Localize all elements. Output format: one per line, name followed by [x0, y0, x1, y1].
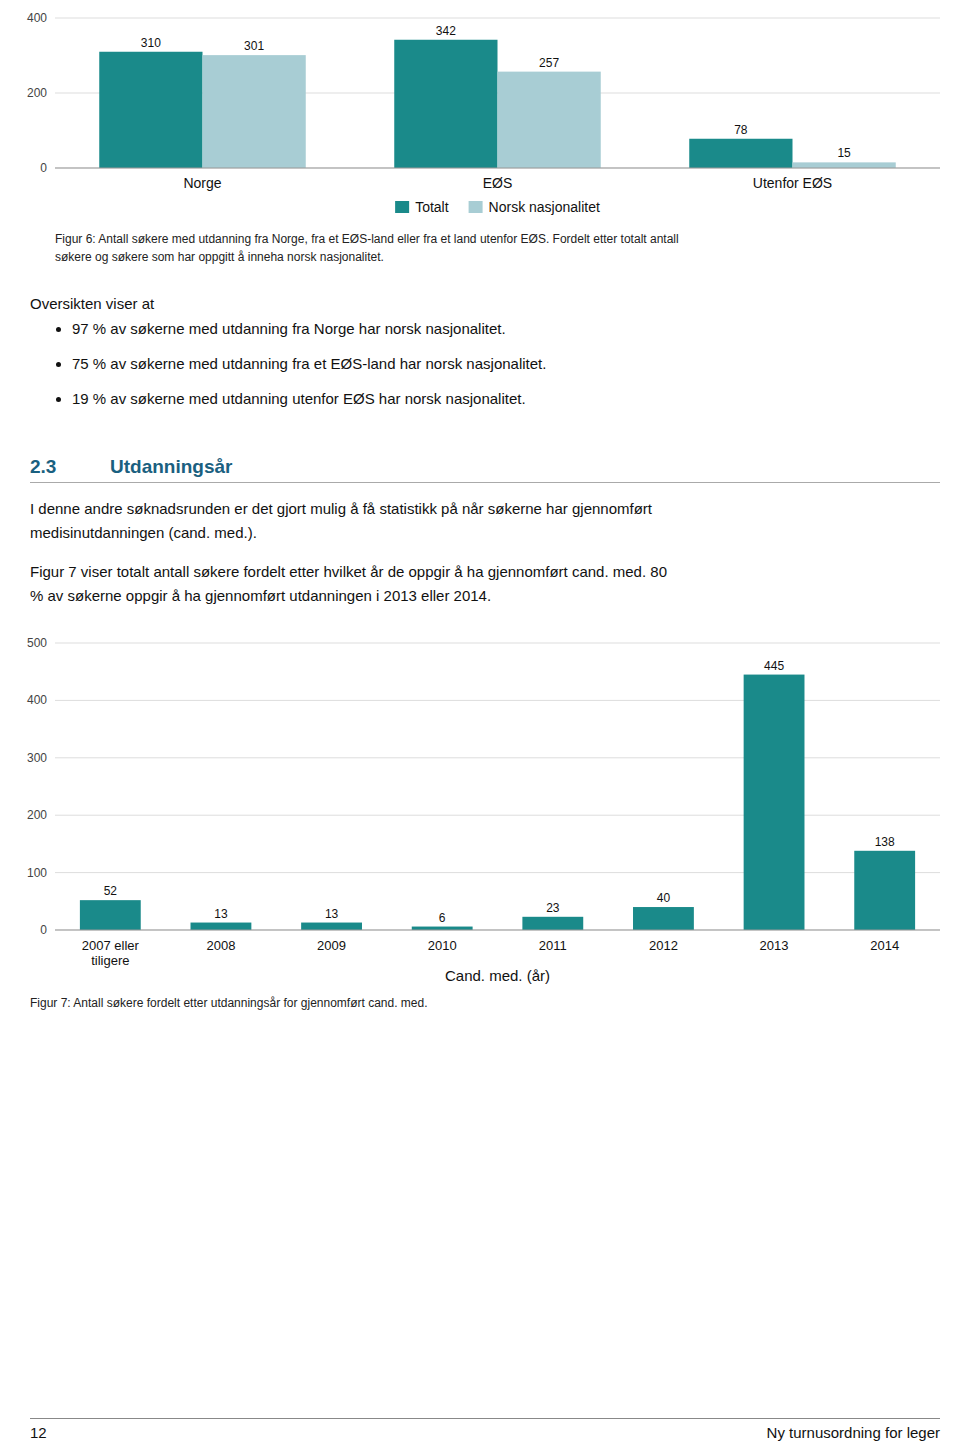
- x-tick-label: 2013: [760, 938, 789, 953]
- x-tick-label: 2011: [539, 938, 567, 953]
- bar: [301, 923, 362, 930]
- footer-title: Ny turnusordning for leger: [767, 1424, 940, 1441]
- y-tick-label: 200: [27, 86, 47, 100]
- legend-label: Norsk nasjonalitet: [489, 199, 600, 215]
- body-text: Oversikten viser at: [30, 295, 154, 312]
- data-label: 13: [325, 907, 339, 921]
- data-label: 15: [837, 146, 851, 160]
- legend-swatch: [469, 201, 483, 213]
- grid-line: [55, 700, 940, 701]
- data-label: 301: [244, 39, 264, 53]
- data-label: 40: [657, 891, 671, 905]
- caption: Figur 7: Antall søkere fordelt etter utd…: [30, 996, 428, 1010]
- data-labels: 310 342 78 301 257 15: [141, 24, 851, 161]
- bar: [522, 917, 583, 930]
- y-tick-label: 500: [27, 636, 47, 650]
- bar: [633, 907, 694, 930]
- bar-chart: 0 100 200 300 400 500 52 13 13 6 23 40 445 138 2007 el…: [0, 625, 960, 987]
- legend-swatch: [395, 201, 409, 213]
- caption: Figur 6: Antall søkere med utdanning fra…: [55, 232, 679, 246]
- bullet: 19 % av søkerne med utdanning utenfor EØ…: [72, 390, 546, 425]
- data-label: 78: [734, 123, 748, 137]
- x-tick-label: 2009: [317, 938, 346, 953]
- x-tick-label: 2010: [428, 938, 457, 953]
- bar: [412, 927, 473, 930]
- footer-rule: [30, 1418, 940, 1419]
- paragraph-line: % av søkerne oppgir å ha gjennomført utd…: [30, 587, 491, 604]
- bar: [854, 851, 915, 930]
- bar: [203, 55, 306, 168]
- grid-line: [55, 930, 940, 931]
- y-tick-label: 400: [27, 11, 47, 25]
- bar-chart: 0 200 400 310 342 78 301 257 15 Norge EØS Utenfor E…: [0, 0, 960, 225]
- grid-line: [55, 872, 940, 873]
- data-label: 13: [214, 907, 228, 921]
- section-title: Utdanningsår: [110, 456, 232, 478]
- data-label: 310: [141, 36, 161, 50]
- grid-line: [55, 757, 940, 758]
- y-tick-label: 200: [27, 808, 47, 822]
- data-label: 52: [104, 884, 118, 898]
- paragraph-line: I denne andre søknadsrunden er det gjort…: [30, 500, 652, 517]
- paragraph-line: Figur 7 viser totalt antall søkere forde…: [30, 563, 667, 580]
- data-label: 138: [875, 835, 895, 849]
- legend-item: Totalt: [395, 199, 449, 215]
- bar: [744, 675, 805, 930]
- data-label: 6: [439, 911, 446, 925]
- x-tick-label: Norge: [183, 175, 221, 191]
- x-axis: [55, 930, 940, 931]
- bar: [498, 72, 601, 168]
- x-tick-label: 2012: [649, 938, 678, 953]
- y-tick-label: 400: [27, 693, 47, 707]
- page-number: 12: [30, 1424, 47, 1441]
- bars: [99, 40, 896, 168]
- legend-label: Totalt: [415, 199, 449, 215]
- bar: [99, 52, 202, 168]
- x-axis-label: Cand. med. (år): [445, 967, 550, 984]
- legend: Totalt Norsk nasjonalitet: [395, 199, 600, 215]
- grid-line: [55, 643, 940, 644]
- bar: [394, 40, 497, 168]
- grid: [55, 18, 940, 168]
- y-tick-label: 300: [27, 751, 47, 765]
- bullet: 97 % av søkerne med utdanning fra Norge …: [72, 320, 546, 355]
- section-rule: [30, 482, 940, 483]
- section-number: 2.3: [30, 456, 56, 478]
- x-tick-label: Utenfor EØS: [753, 175, 832, 191]
- y-tick-label: 0: [40, 923, 47, 937]
- legend-item: Norsk nasjonalitet: [469, 199, 600, 215]
- grid-line: [55, 815, 940, 816]
- x-tick-label: 2014: [870, 938, 899, 953]
- data-label: 445: [764, 659, 784, 673]
- grid-line: [55, 168, 940, 169]
- bar: [689, 139, 792, 168]
- x-axis: [55, 168, 940, 169]
- bullet: 75 % av søkerne med utdanning fra et EØS…: [72, 355, 546, 390]
- y-tick-label: 100: [27, 866, 47, 880]
- x-tick-label: 2008: [206, 938, 235, 953]
- data-label: 342: [436, 24, 456, 38]
- bar: [793, 162, 896, 168]
- bar: [80, 900, 141, 930]
- bars: [80, 675, 915, 930]
- bar: [191, 923, 252, 930]
- data-label: 257: [539, 56, 559, 70]
- x-tick-label: 2007 ellertiligere: [82, 938, 140, 968]
- bullet-list: 97 % av søkerne med utdanning fra Norge …: [50, 320, 546, 425]
- data-labels: 52 13 13 6 23 40 445 138: [104, 659, 895, 925]
- paragraph-line: medisinutdanningen (cand. med.).: [30, 524, 257, 541]
- caption: søkere og søkere som har oppgitt å inneh…: [55, 250, 384, 264]
- grid: [55, 643, 940, 930]
- y-tick-label: 0: [40, 161, 47, 175]
- data-label: 23: [546, 901, 560, 915]
- grid-line: [55, 18, 940, 19]
- x-tick-label: EØS: [483, 175, 513, 191]
